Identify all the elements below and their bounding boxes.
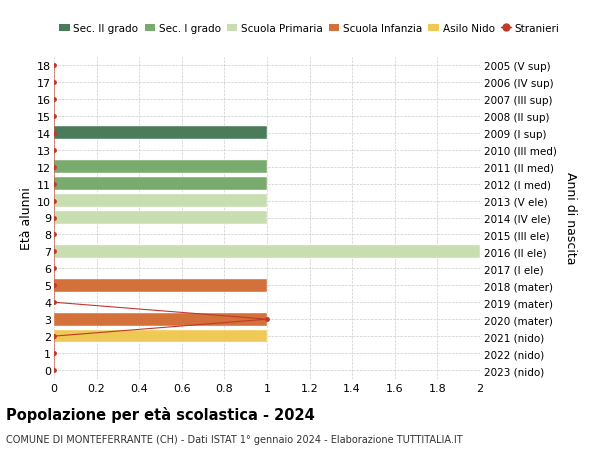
Bar bbox=[54, 330, 267, 343]
Bar bbox=[54, 212, 267, 224]
Y-axis label: Età alunni: Età alunni bbox=[20, 187, 33, 249]
Legend: Sec. II grado, Sec. I grado, Scuola Primaria, Scuola Infanzia, Asilo Nido, Stran: Sec. II grado, Sec. I grado, Scuola Prim… bbox=[59, 24, 560, 34]
Bar bbox=[54, 161, 267, 174]
Y-axis label: Anni di nascita: Anni di nascita bbox=[564, 172, 577, 264]
Text: COMUNE DI MONTEFERRANTE (CH) - Dati ISTAT 1° gennaio 2024 - Elaborazione TUTTITA: COMUNE DI MONTEFERRANTE (CH) - Dati ISTA… bbox=[6, 434, 463, 444]
Bar bbox=[54, 313, 267, 326]
Bar bbox=[54, 195, 267, 207]
Bar bbox=[54, 178, 267, 190]
Bar bbox=[54, 246, 480, 258]
Bar bbox=[54, 127, 267, 140]
Text: Popolazione per età scolastica - 2024: Popolazione per età scolastica - 2024 bbox=[6, 406, 315, 422]
Bar bbox=[54, 280, 267, 292]
